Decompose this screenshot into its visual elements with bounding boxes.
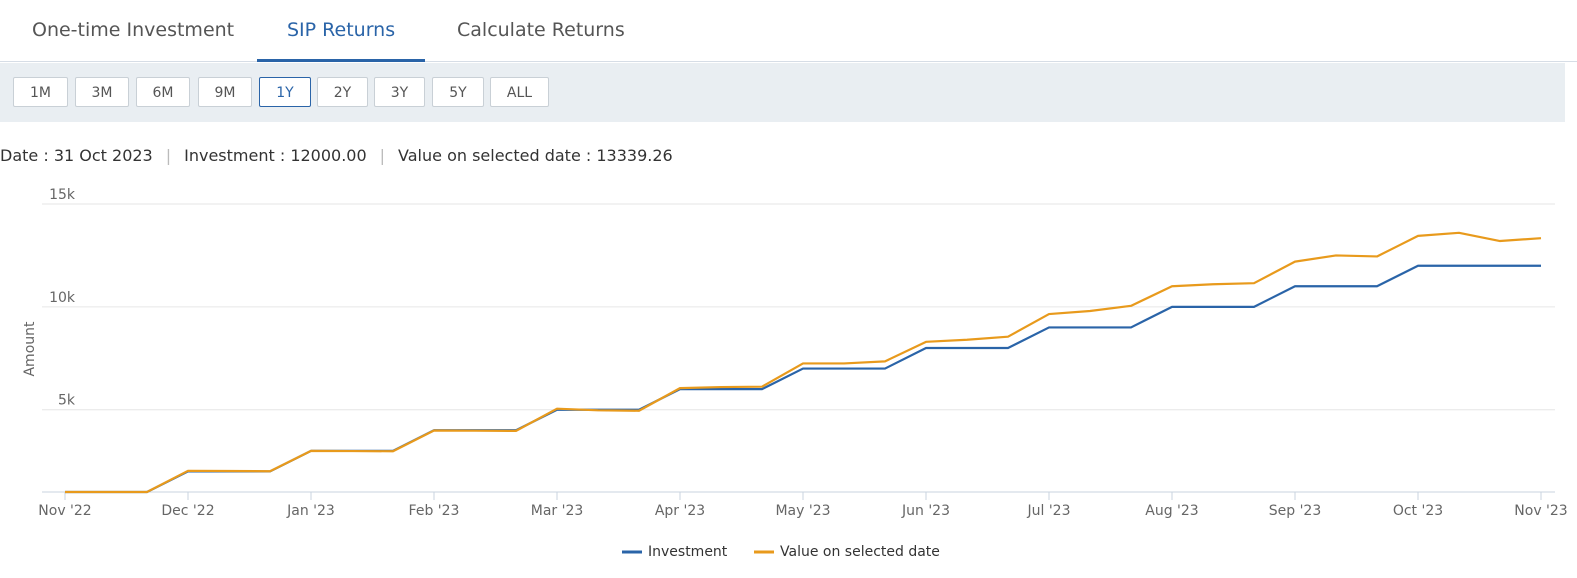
tab-bar: One-time Investment SIP Returns Calculate … [0,0,1577,62]
x-tick-label: Oct '23 [1393,503,1443,519]
period-button[interactable]: 9M [198,77,252,107]
x-tick-label: Jul '23 [1026,503,1070,519]
x-tick-label: Dec '22 [161,503,214,519]
period-button[interactable]: 3Y [374,77,425,107]
period-button[interactable]: ALL [490,77,549,107]
investment: 12000.00 [290,146,367,165]
value-label: Value on selected date : [398,146,597,165]
x-tick-label: Jan '23 [286,503,335,519]
investment-label: Investment : [184,146,291,165]
tab[interactable]: SIP Returns [257,0,426,62]
legend-label: Value on selected date [780,544,940,560]
x-tick-label: Aug '23 [1145,503,1198,519]
y-tick-label: 10k [49,290,76,306]
summary: Date : 31 Oct 2023 | Investment : 12000.00… [0,146,673,165]
period-button[interactable]: 1Y [259,77,311,107]
period-button[interactable]: 2Y [317,77,368,107]
tab[interactable]: Calculate Returns [457,19,625,41]
y-tick-label: 15k [49,187,76,203]
period-button[interactable]: 5Y [432,77,484,107]
x-tick-label: May '23 [775,503,830,519]
period-button[interactable]: 1M [13,77,68,107]
tab[interactable]: One-time Investment [32,19,235,41]
period-button[interactable]: 3M [75,77,129,107]
y-tick-label: 5k [58,393,76,409]
x-tick-label: Jun '23 [901,503,950,519]
x-tick-label: Feb '23 [409,503,460,519]
legend-label: Investment [648,544,728,560]
series-line [65,231,1542,494]
date-label: Date : [0,146,54,165]
y-axis-title: Amount [22,321,38,377]
period-bar: 1M 3M 6M 9M 1Y 2Y 3Y 5Y ALL [0,63,1565,122]
x-tick-label: Sep '23 [1269,503,1322,519]
x-tick-label: Nov '23 [1514,503,1567,519]
x-tick-label: Mar '23 [531,503,584,519]
value: 13339.26 [596,146,673,165]
x-tick-label: Nov '22 [38,503,91,519]
period-button[interactable]: 6M [136,77,190,107]
date: 31 Oct 2023 [53,146,153,165]
x-tick-label: Apr '23 [655,503,705,519]
series-line [65,264,1541,494]
